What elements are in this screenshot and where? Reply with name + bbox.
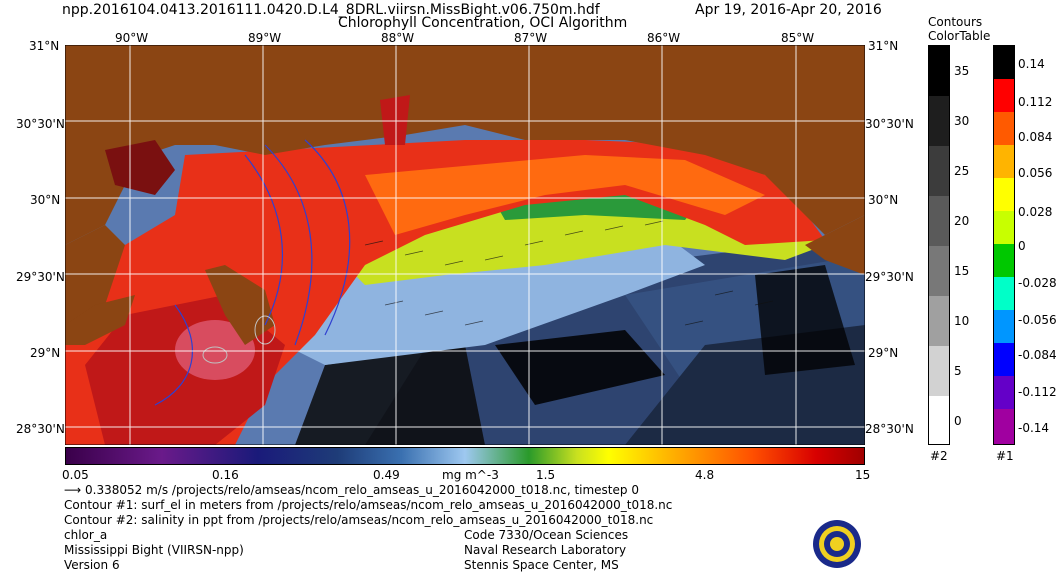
lat-label-right: 29°N [868, 346, 899, 360]
contour2-note: Contour #2: salinity in ppt from /projec… [64, 513, 654, 527]
region-name: Mississippi Bight (VIIRSN-npp) [64, 543, 244, 557]
org-line1: Code 7330/Ocean Sciences [464, 528, 629, 542]
colortable-legend-id: #1 [996, 449, 1014, 463]
lon-label: 89°W [248, 31, 282, 45]
colorbar-tick: 15 [855, 468, 871, 482]
file-name: npp.2016104.0413.2016111.0420.D.L4_8DRL.… [62, 2, 600, 18]
colortable-legend-bar [993, 45, 1015, 445]
lon-label: 88°W [381, 31, 415, 45]
lat-label-left: 30°30'N [16, 117, 65, 131]
lat-label-right: 30°30'N [865, 117, 914, 131]
colorbar-tick: 0.16 [212, 468, 239, 482]
colorbar [65, 447, 865, 465]
contour-legend-bar [928, 45, 950, 445]
contour-legend-value: 10 [954, 314, 970, 328]
version-text: Version 6 [64, 558, 120, 572]
lon-label: 85°W [781, 31, 815, 45]
lat-label-left: 29°N [30, 346, 61, 360]
lat-label-left: 29°30'N [16, 270, 65, 284]
contour-legend-value: 15 [954, 264, 970, 278]
contour-legend-value: 0 [954, 414, 962, 428]
colorbar-units: mg m^-3 [442, 468, 499, 482]
contour-legend-id: #2 [930, 449, 948, 463]
colortable-value: 0.112 [1018, 95, 1053, 109]
lat-label-left: 31°N [29, 39, 60, 53]
date-range: Apr 19, 2016-Apr 20, 2016 [695, 2, 882, 18]
lat-label-right: 29°30'N [865, 270, 914, 284]
colortable-value: 0.084 [1018, 130, 1053, 144]
variable-name: chlor_a [64, 528, 108, 542]
lat-label-left: 30°N [30, 193, 61, 207]
legend-subtitle: ColorTable [928, 29, 991, 43]
chlorophyll-map [64, 44, 866, 446]
contour-legend-value: 35 [954, 64, 970, 78]
lat-label-right: 30°N [868, 193, 899, 207]
arrow-icon: ⟶ [64, 483, 82, 497]
colortable-value: -0.084 [1018, 348, 1057, 362]
colorbar-tick: 0.49 [373, 468, 400, 482]
colortable-value: 0.14 [1018, 57, 1045, 71]
legend-title: Contours [928, 15, 983, 29]
colortable-value: 0.056 [1018, 166, 1053, 180]
contour-legend-value: 30 [954, 114, 970, 128]
colortable-value: -0.14 [1018, 421, 1050, 435]
colorbar-tick: 1.5 [536, 468, 556, 482]
lat-label-left: 28°30'N [16, 422, 65, 436]
contour-legend-value: 5 [954, 364, 962, 378]
vector-scale-note: ⟶ 0.338052 m/s /projects/relo/amseas/nco… [64, 483, 639, 497]
colortable-value: -0.112 [1018, 385, 1057, 399]
lon-label: 90°W [115, 31, 149, 45]
product-title: Chlorophyll Concentration, OCI Algorithm [338, 15, 628, 31]
contour-legend-value: 25 [954, 164, 970, 178]
org-line3: Stennis Space Center, MS [464, 558, 619, 572]
lat-label-right: 28°30'N [865, 422, 914, 436]
org-line2: Naval Research Laboratory [464, 543, 627, 557]
colortable-value: 0 [1018, 239, 1026, 253]
lon-label: 86°W [647, 31, 681, 45]
lat-label-right: 31°N [868, 39, 899, 53]
colortable-value: -0.056 [1018, 313, 1057, 327]
lon-label: 87°W [514, 31, 548, 45]
nrl-logo-icon [812, 519, 862, 569]
contour-legend-value: 20 [954, 214, 970, 228]
colorbar-tick: 0.05 [62, 468, 89, 482]
colortable-value: -0.028 [1018, 276, 1057, 290]
colorbar-tick: 4.8 [695, 468, 715, 482]
contour1-note: Contour #1: surf_el in meters from /proj… [64, 498, 673, 512]
colortable-value: 0.028 [1018, 205, 1053, 219]
